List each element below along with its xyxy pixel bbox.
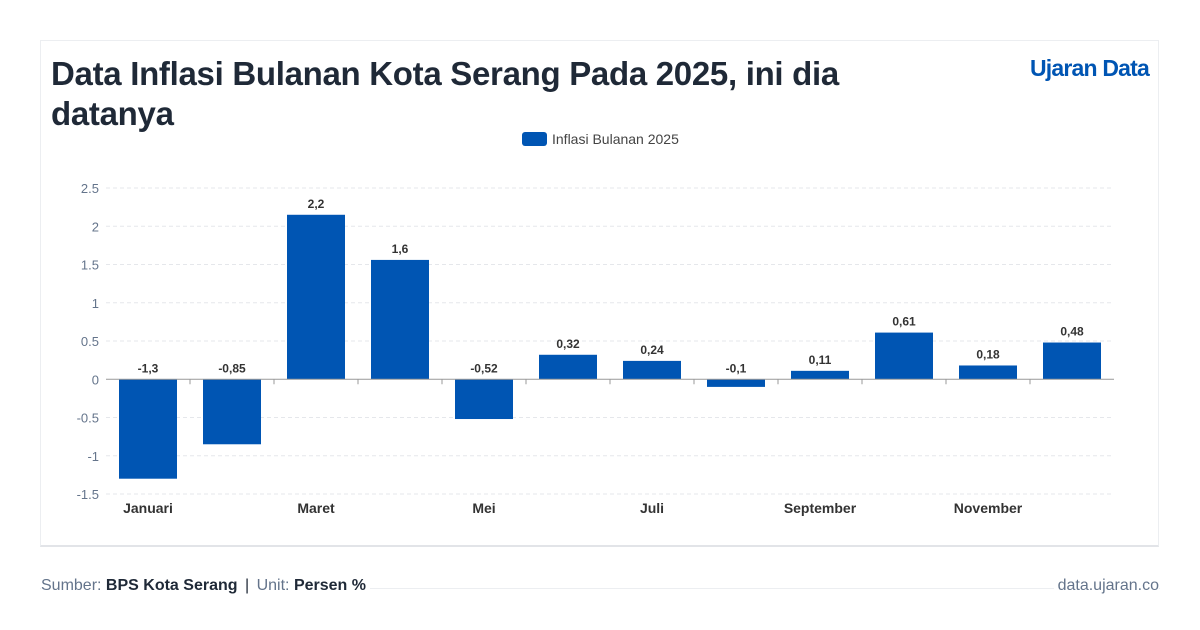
y-tick-label: 2 (92, 219, 99, 234)
chart-card (40, 40, 1159, 547)
bar (539, 354, 597, 380)
data-label: 0,61 (892, 315, 916, 329)
x-tick-label: Maret (297, 500, 335, 516)
data-label: 0,11 (809, 353, 832, 367)
x-tick-label: September (784, 500, 857, 516)
x-tick-label: Januari (123, 500, 173, 516)
y-tick-label: 1.5 (81, 258, 99, 273)
bar (287, 214, 345, 380)
y-tick-label: 0 (92, 372, 99, 387)
bar (707, 379, 765, 387)
bar (875, 332, 933, 380)
legend-label: Inflasi Bulanan 2025 (552, 131, 679, 147)
footer-separator: | (244, 577, 250, 594)
site-link[interactable]: data.ujaran.co (1053, 577, 1159, 595)
bar (959, 365, 1017, 380)
footer-divider (40, 588, 1160, 589)
legend-swatch (522, 132, 547, 146)
data-label: -1,3 (138, 361, 159, 375)
x-tick-label: Mei (472, 500, 495, 516)
bar (623, 360, 681, 380)
data-label: 0,48 (1060, 325, 1084, 339)
source-value: BPS Kota Serang (105, 577, 238, 594)
page-title: Data Inflasi Bulanan Kota Serang Pada 20… (51, 55, 839, 132)
y-tick-label: -1 (87, 449, 99, 464)
bar (119, 379, 177, 479)
footer-source: Sumber: BPS Kota Serang | Unit: Persen % (41, 577, 370, 595)
x-tick-label: Juli (640, 500, 664, 516)
y-tick-label: -0.5 (77, 411, 99, 426)
unit-value: Persen % (293, 577, 366, 594)
data-label: 1,6 (392, 242, 409, 256)
data-label: 0,24 (640, 343, 664, 357)
x-tick-label: November (954, 500, 1023, 516)
data-label: -0,85 (218, 361, 246, 375)
unit-label: Unit: (256, 577, 290, 594)
y-tick-label: -1.5 (77, 487, 99, 502)
bar (1043, 342, 1101, 380)
data-label: -0,52 (470, 361, 498, 375)
bar (203, 379, 261, 445)
source-label: Sumber: (41, 577, 102, 594)
y-tick-label: 0.5 (81, 334, 99, 349)
y-tick-label: 2.5 (81, 181, 99, 196)
data-label: 0,18 (976, 347, 1000, 361)
data-label: -0,1 (726, 361, 747, 375)
bar (791, 370, 849, 380)
data-label: 2,2 (308, 197, 325, 211)
bar (371, 259, 429, 380)
bar (455, 379, 513, 420)
y-tick-label: 1 (92, 296, 99, 311)
brand-logo[interactable]: Ujaran Data (1029, 55, 1150, 81)
data-label: 0,32 (556, 337, 580, 351)
